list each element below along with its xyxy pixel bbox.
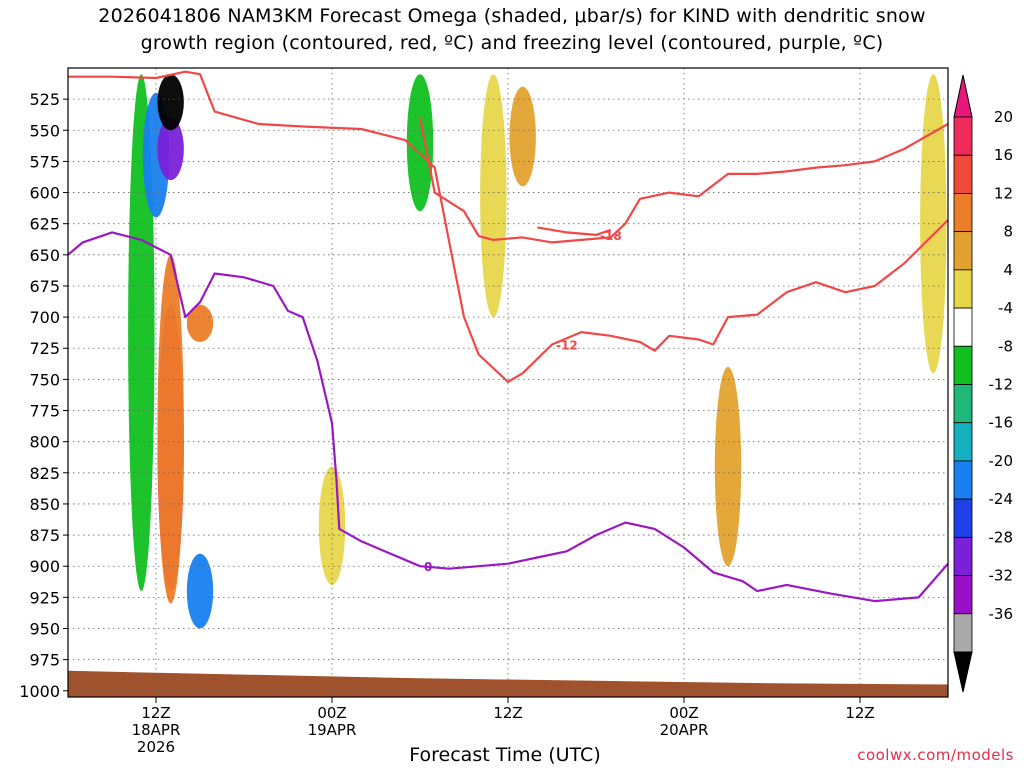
colorbar-swatch-13 (953, 613, 973, 653)
y-tick-label-875: 875 (29, 526, 60, 545)
x-tick-label-42-0: 00Z (669, 704, 698, 722)
y-tick-label-550: 550 (29, 121, 60, 140)
contour-1 (418, 117, 948, 244)
omega-region-2-1 (714, 366, 742, 567)
y-tick-label-625: 625 (29, 215, 60, 234)
colorbar-label-12: -32 (989, 567, 1014, 585)
y-tick-label-575: 575 (29, 152, 60, 171)
colorbar-label-8: -16 (989, 414, 1014, 432)
omega-region-1-0 (157, 254, 184, 604)
contour-label-3: 0 (424, 560, 432, 574)
contour-3 (68, 231, 948, 603)
omega-region-3-0 (480, 74, 507, 318)
grid-lines (68, 68, 948, 697)
x-tick-label-18-1: 19APR (308, 721, 357, 739)
contour-label-2: -18 (600, 229, 622, 243)
y-tick-label-825: 825 (29, 464, 60, 483)
colorbar-swatch-6 (953, 345, 973, 385)
omega-region-6-0 (157, 117, 184, 181)
colorbar-over-arrow (953, 74, 973, 118)
colorbar-label-3: 8 (1003, 223, 1013, 241)
chart-title-line-2: growth region (contoured, red, ºC) and f… (140, 32, 884, 54)
colorbar: 20 16 12 8 4 -4 -8 -12 -16 -20 -24 -28 -32 -36 (953, 74, 1014, 693)
colorbar-label-9: -20 (989, 452, 1014, 470)
y-tick-label-700: 700 (29, 308, 60, 327)
x-tick-label-30-0: 12Z (493, 704, 522, 722)
omega-region-3-2 (318, 466, 346, 585)
colorbar-swatch-10 (953, 498, 973, 538)
colorbar-label-4: 4 (1003, 261, 1013, 279)
x-tick-label-42-1: 20APR (660, 721, 709, 739)
colorbar-under-arrow (953, 651, 973, 693)
contour-label-0: -12 (556, 339, 578, 353)
x-tick-label-6-0: 12Z (141, 704, 170, 722)
colorbar-swatch-0 (953, 116, 973, 156)
y-tick-label-725: 725 (29, 339, 60, 358)
omega-region-1-1 (186, 304, 214, 343)
y-tick-label-525: 525 (29, 90, 60, 109)
y-tick-label-600: 600 (29, 184, 60, 203)
x-tick-label-6-1: 18APR (132, 721, 181, 739)
colorbar-label-6: -8 (998, 337, 1013, 355)
colorbar-label-1: 16 (994, 146, 1013, 164)
site-credit: coolwx.com/models (857, 746, 1014, 764)
colorbar-swatch-7 (953, 384, 973, 424)
y-tick-label-800: 800 (29, 433, 60, 452)
colorbar-swatch-2 (953, 193, 973, 233)
contour-0 (68, 70, 948, 383)
colorbar-swatch-11 (953, 536, 973, 576)
colorbar-label-11: -28 (989, 528, 1014, 546)
chart-title-line-1: 2026041806 NAM3KM Forecast Omega (shaded… (98, 5, 926, 27)
colorbar-swatch-4 (953, 269, 973, 309)
colorbar-swatch-1 (953, 154, 973, 194)
x-axis-label: Forecast Time (UTC) (409, 744, 601, 766)
y-tick-label-900: 900 (29, 557, 60, 576)
omega-region-4-1 (406, 74, 434, 212)
colorbar-swatch-8 (953, 422, 973, 462)
x-tick-label-6-2: 2026 (137, 738, 175, 756)
y-axis: 525 550 575 600 625 650 675 700 725 750 775 800 825 8… (19, 90, 68, 701)
colorbar-swatch-5 (953, 307, 973, 347)
x-tick-label-18-0: 00Z (317, 704, 346, 722)
contour-layer: -12 -18 0 (68, 70, 948, 603)
y-tick-label-1000: 1000 (19, 682, 60, 701)
y-tick-label-775: 775 (29, 402, 60, 421)
x-tick-label-54-0: 12Z (845, 704, 874, 722)
y-tick-label-750: 750 (29, 370, 60, 389)
y-tick-label-975: 975 (29, 651, 60, 670)
colorbar-label-7: -12 (989, 376, 1014, 394)
colorbar-swatch-3 (953, 231, 973, 271)
omega-region-5-1 (186, 553, 214, 629)
y-tick-label-675: 675 (29, 277, 60, 296)
colorbar-swatch-12 (953, 575, 973, 615)
y-tick-label-925: 925 (29, 588, 60, 607)
colorbar-label-13: -36 (989, 605, 1014, 623)
colorbar-label-10: -24 (989, 490, 1014, 508)
y-tick-label-850: 850 (29, 495, 60, 514)
omega-region-2-0 (509, 86, 536, 187)
omega-region-7-0 (157, 74, 184, 131)
colorbar-label-5: -4 (998, 299, 1013, 317)
colorbar-label-0: 20 (994, 108, 1013, 126)
colorbar-swatch-9 (953, 460, 973, 500)
colorbar-label-2: 12 (994, 184, 1013, 202)
contour-2 (537, 226, 612, 236)
y-tick-label-650: 650 (29, 246, 60, 265)
y-tick-label-950: 950 (29, 619, 60, 638)
